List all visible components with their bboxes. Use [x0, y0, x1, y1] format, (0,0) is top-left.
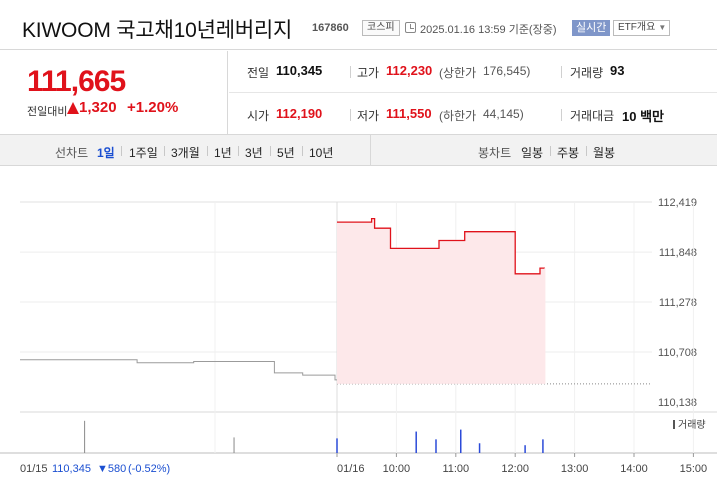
- prev-day-line: [20, 359, 348, 381]
- period-5y[interactable]: 5년: [277, 146, 295, 160]
- stat-separator: [350, 109, 351, 121]
- price-chart[interactable]: 112,419 111,848 111,278 110,708 110,138 거래량 01…: [0, 166, 717, 486]
- stock-header: KIWOOM 국고채10년레버리지 167860 코스피 2025.01.16 …: [0, 0, 717, 50]
- upper-limit-label: (상한가: [439, 66, 477, 80]
- stat-separator: [561, 66, 562, 78]
- period-1d[interactable]: 1일: [97, 146, 115, 160]
- high-value: 112,230: [386, 63, 433, 78]
- volume-label: 거래량: [570, 66, 604, 80]
- today-area: [337, 218, 545, 384]
- lower-limit-value: 44,145): [483, 107, 524, 121]
- open-label: 시가: [247, 109, 270, 123]
- change-label: 전일대비: [27, 106, 68, 118]
- day-label: 01/16: [337, 463, 365, 475]
- period-separator: [586, 146, 587, 156]
- timestamp: 2025.01.16 13:59 기준(장중): [420, 24, 557, 36]
- stock-name: KIWOOM 국고채10년레버리지: [22, 19, 293, 42]
- prev-close-value: 110,345: [276, 63, 323, 78]
- price-panel: 111,665 전일대비 1,320 +1.20% 전일 110,345 고가 …: [0, 51, 717, 135]
- chevron-down-icon: ▼: [658, 23, 667, 32]
- etf-overview-label: ETF개요: [618, 22, 656, 33]
- volume-value: 93: [610, 63, 625, 78]
- prev-close-label: 전일: [247, 66, 270, 80]
- low-label: 저가: [357, 109, 380, 123]
- lower-limit-label: (하한가: [439, 109, 477, 123]
- volume-legend-marker: [673, 420, 675, 429]
- stock-code: 167860: [312, 22, 349, 34]
- prev-day-close: 110,345: [52, 463, 91, 475]
- today-line: [337, 217, 545, 275]
- period-separator: [270, 146, 271, 156]
- current-price-box: 111,665 전일대비 1,320 +1.20%: [0, 51, 228, 135]
- realtime-button[interactable]: 실시간: [572, 20, 611, 36]
- candle-monthly[interactable]: 월봉: [593, 146, 616, 160]
- candle-chart-label: 봉차트: [478, 146, 512, 160]
- etf-overview-dropdown[interactable]: ETF개요 ▼: [613, 20, 671, 36]
- market-badge: 코스피: [362, 20, 400, 36]
- period-separator: [302, 146, 303, 156]
- open-value: 112,190: [276, 106, 323, 121]
- period-3y[interactable]: 3년: [245, 146, 263, 160]
- prev-day-change: ▼580: [97, 463, 126, 475]
- stat-separator: [350, 66, 351, 78]
- price-chart-svg: 112,419 111,848 111,278 110,708 110,138 거래량 01…: [0, 197, 717, 475]
- period-3m[interactable]: 3개월: [171, 146, 200, 160]
- prev-day-label: 01/15: [20, 463, 48, 475]
- period-1y[interactable]: 1년: [214, 146, 232, 160]
- period-separator: [550, 146, 551, 156]
- period-separator: [121, 146, 122, 156]
- change-value: 1,320: [79, 99, 117, 116]
- y-tick-label: 110,138: [658, 397, 697, 409]
- toolbar-divider: [370, 135, 371, 166]
- stat-separator: [561, 109, 562, 121]
- period-separator: [238, 146, 239, 156]
- x-tick-label: 15:00: [680, 463, 708, 475]
- upper-limit-value: 176,545): [483, 64, 531, 78]
- volume-legend-label: 거래량: [678, 419, 706, 431]
- clock-icon: [405, 22, 416, 33]
- period-1w[interactable]: 1주일: [129, 146, 158, 160]
- current-price: 111,665: [27, 65, 126, 98]
- y-tick-label: 111,848: [659, 247, 697, 259]
- up-arrow-icon: [67, 102, 79, 114]
- candle-weekly[interactable]: 주봉: [557, 146, 580, 160]
- x-tick-label: 10:00: [383, 463, 411, 475]
- line-chart-label: 선차트: [55, 146, 89, 160]
- y-tick-label: 110,708: [658, 347, 697, 359]
- period-separator: [207, 146, 208, 156]
- prev-day-pct: (-0.52%): [128, 463, 170, 475]
- period-toolbar: 선차트 1일 1주일 3개월 1년 3년 5년 10년 봉차트 일봉 주봉 월봉: [0, 135, 717, 166]
- x-tick-label: 13:00: [561, 463, 589, 475]
- high-label: 고가: [357, 66, 380, 80]
- x-tick-label: 11:00: [442, 463, 469, 475]
- trade-value-label: 거래대금: [570, 109, 615, 123]
- y-tick-label: 111,278: [659, 297, 697, 309]
- low-value: 111,550: [386, 106, 432, 121]
- period-separator: [164, 146, 165, 156]
- period-10y[interactable]: 10년: [309, 146, 334, 160]
- y-tick-label: 112,419: [658, 197, 697, 209]
- candle-daily[interactable]: 일봉: [521, 146, 544, 160]
- stats-row-divider: [229, 92, 717, 93]
- x-tick-label: 12:00: [501, 463, 529, 475]
- trade-value-value: 10 백만: [622, 109, 664, 124]
- change-percent: +1.20%: [127, 99, 179, 116]
- x-tick-label: 14:00: [620, 463, 648, 475]
